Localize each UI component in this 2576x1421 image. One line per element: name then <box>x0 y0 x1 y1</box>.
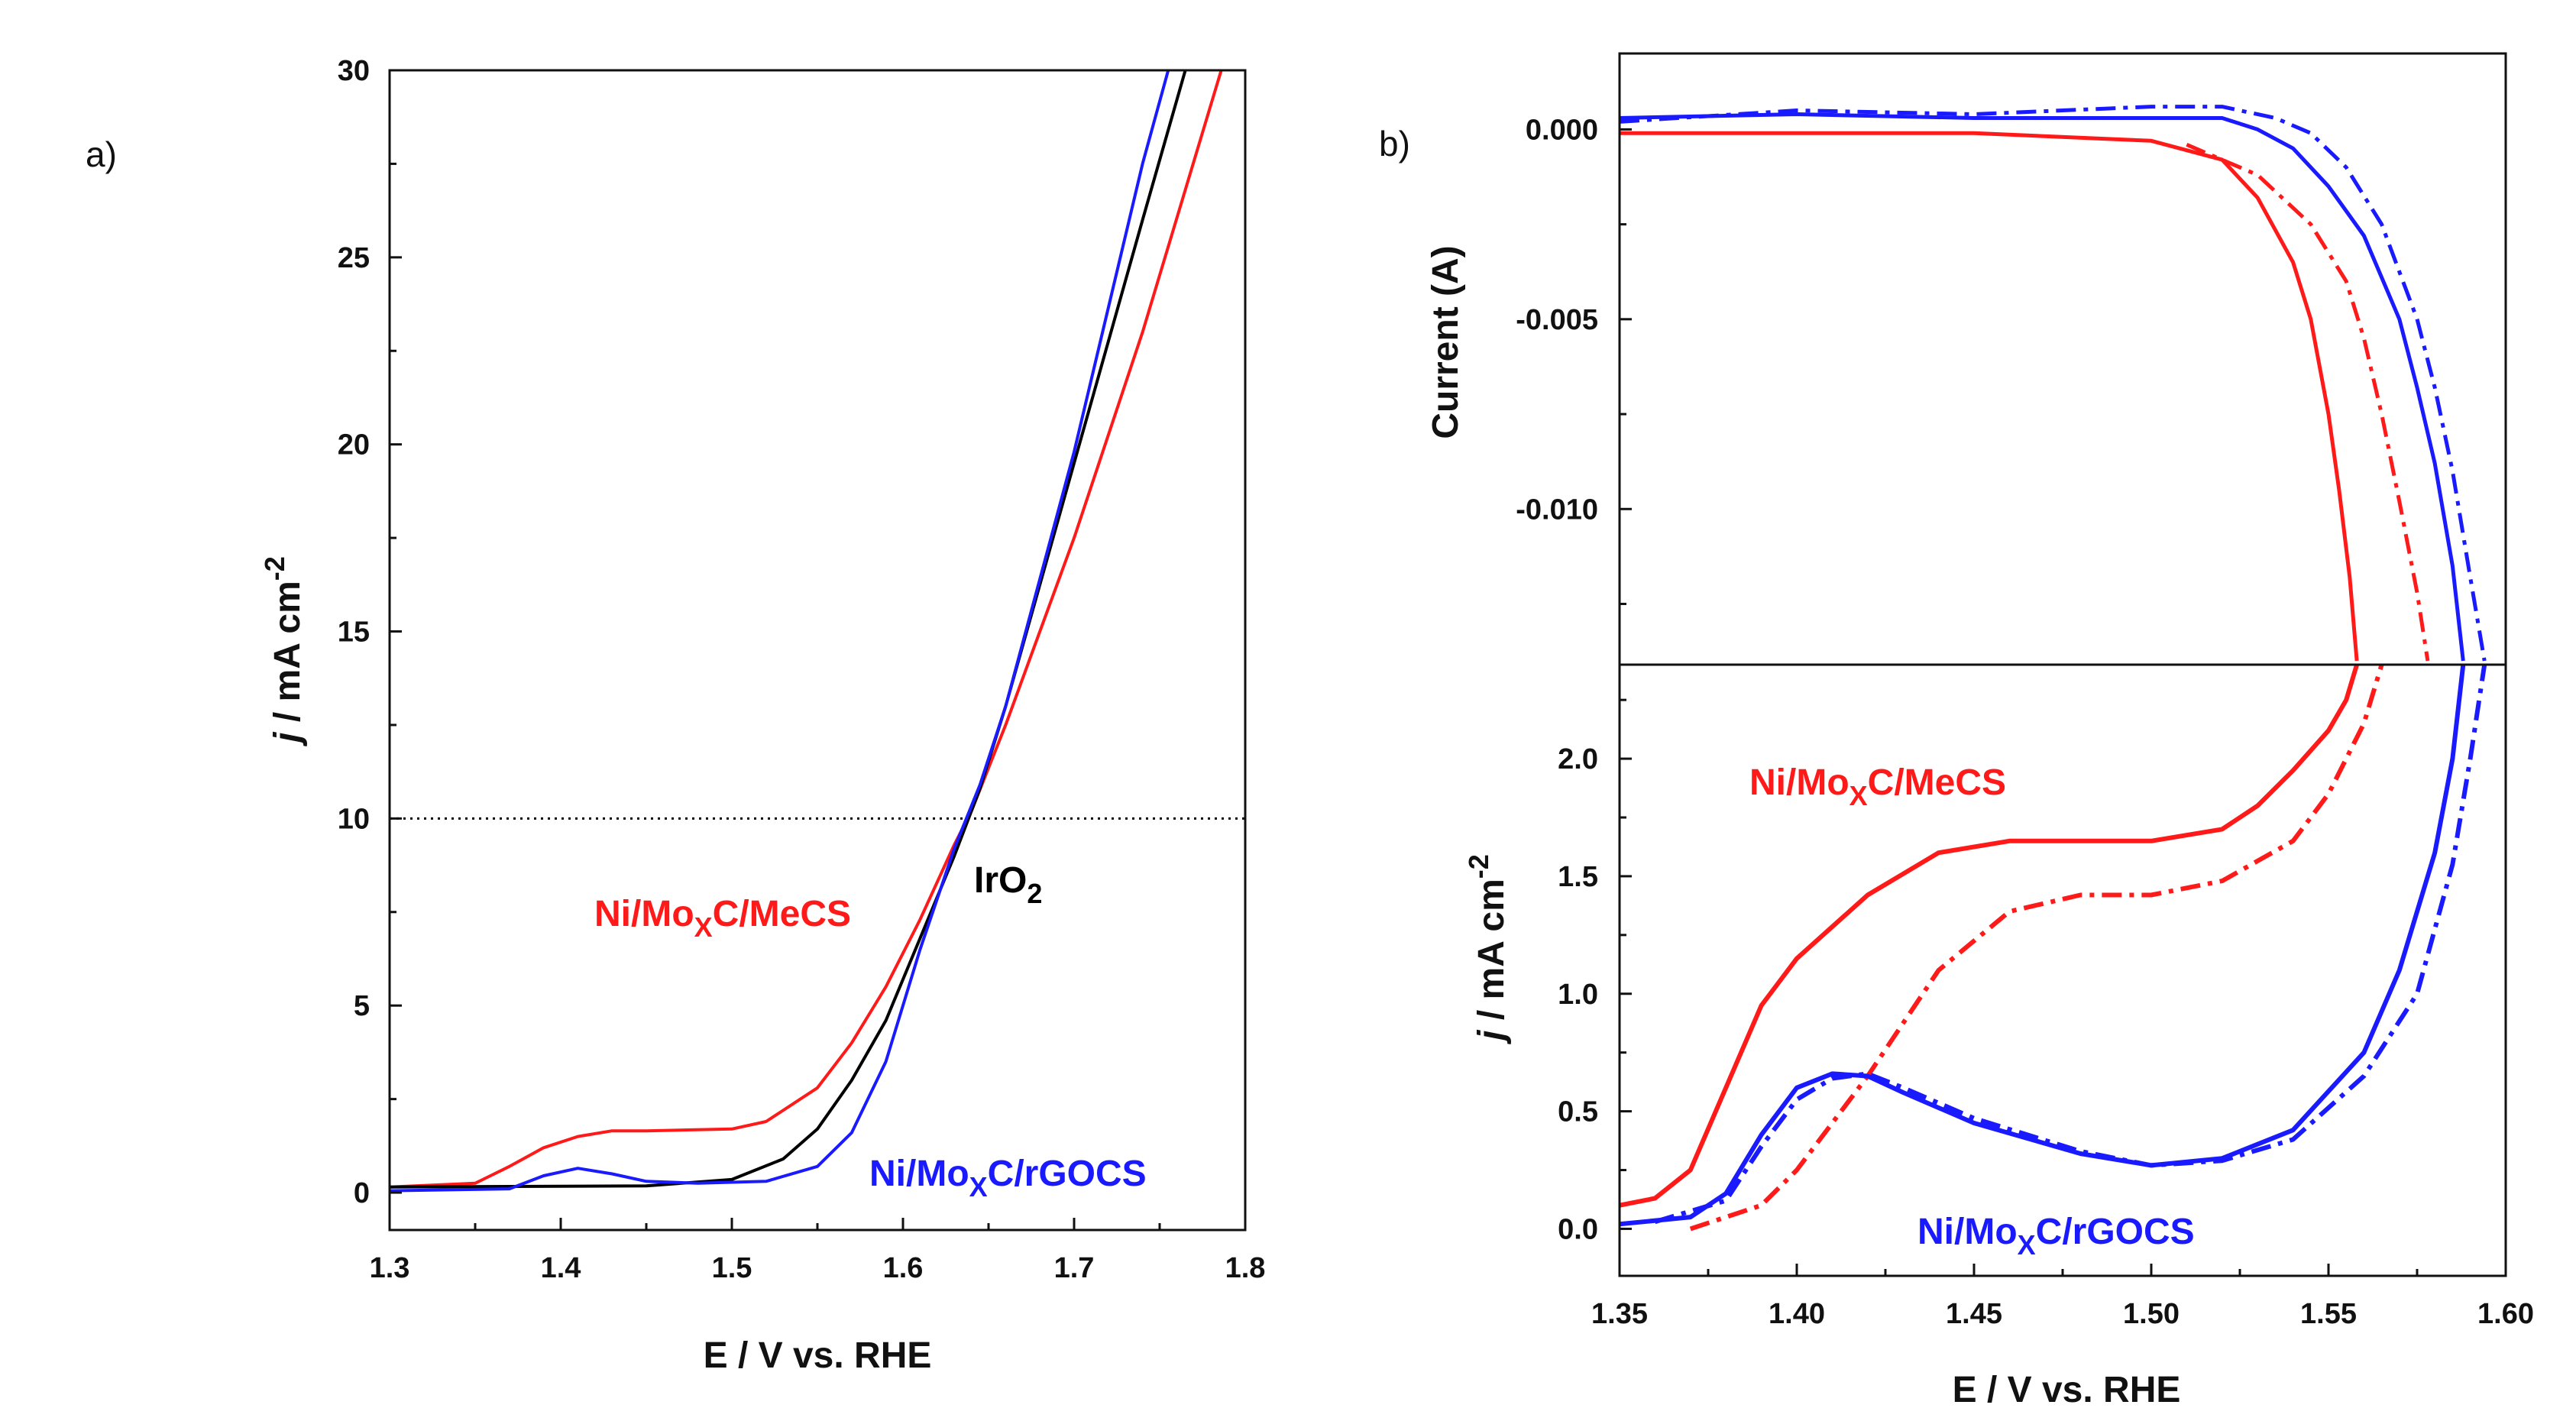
panel-b-top-frame <box>1618 52 2507 666</box>
label-b-rgocs-suffix: C/rGOCS <box>2036 1212 2195 1252</box>
series-line-b-bottom-2 <box>1620 665 2466 1227</box>
y-tick-label-b-bottom: 2.0 <box>1558 743 1598 775</box>
label-a-mecs: Ni/MoXC/MeCS <box>594 894 851 943</box>
y-tick-label-b-top: 0.000 <box>1526 114 1598 146</box>
x-tick-label-a: 1.7 <box>1054 1252 1095 1284</box>
y-tick-label-b-bottom: 0.0 <box>1558 1213 1598 1245</box>
x-tick-label-a: 1.4 <box>541 1252 581 1284</box>
y-tick-label-b-bottom: 1.5 <box>1558 861 1598 893</box>
y-tick-label-a: 0 <box>354 1177 370 1209</box>
panel-b-bottom-y-ticks: 0.0 0.5 1.0 1.5 2.0 <box>1558 698 1632 1245</box>
panel-b-x-ticks: 1.35 1.40 1.45 1.50 1.55 1.60 <box>1591 1264 2534 1330</box>
x-tick-label-b: 1.60 <box>2477 1298 2534 1330</box>
x-tick-label-b: 1.50 <box>2123 1298 2180 1330</box>
label-b-mecs-suffix: C/MeCS <box>1868 762 2006 803</box>
label-iro2-sub: 2 <box>1027 878 1042 909</box>
panel-b-top-y-ticks: 0.000 -0.005 -0.010 <box>1516 114 1632 605</box>
series-line-a-0 <box>390 70 1223 1189</box>
y-tick-label-b-bottom: 1.0 <box>1558 979 1598 1011</box>
panel-b: b) 0.000 -0.005 -0.010 0.0 0.5 1.0 1.5 2.0 1.3… <box>1379 52 2534 1410</box>
series-line-a-1 <box>390 70 1187 1189</box>
panel-a-x-axis-title: E / V vs. RHE <box>704 1335 932 1376</box>
y-axis-title-main: / mA cm <box>267 581 308 732</box>
x-tick-label-b: 1.35 <box>1591 1298 1648 1330</box>
panel-a-series <box>390 70 1223 1193</box>
label-b-rgocs-text: Ni/Mo <box>1917 1212 2018 1252</box>
panel-b-bottom-series <box>1620 665 2487 1232</box>
x-tick-label-a: 1.5 <box>712 1252 752 1284</box>
label-a-rgocs: Ni/MoXC/rGOCS <box>869 1154 1147 1203</box>
panel-a-plot-area <box>390 70 1245 1193</box>
y-tick-label-a: 20 <box>338 429 370 461</box>
b-y-axis-title-main: / mA cm <box>1471 879 1512 1030</box>
y-tick-label-b-top: -0.010 <box>1516 494 1598 526</box>
panel-b-top-series <box>1620 105 2487 662</box>
y-axis-title-italic: j <box>267 731 308 747</box>
panel-b-bottom-y-axis-title: j / mA cm-2 <box>1463 854 1512 1045</box>
x-tick-label-b: 1.40 <box>1769 1298 1825 1330</box>
y-axis-title-sup: -2 <box>259 556 290 581</box>
label-b-rgocs-sub: X <box>2018 1229 2036 1261</box>
label-a-mecs-sub: X <box>694 911 713 943</box>
label-iro2-text: IrO <box>974 860 1027 901</box>
series-line-b-top-2 <box>1620 112 2465 662</box>
y-tick-label-b-top: -0.005 <box>1516 304 1598 336</box>
panel-a: a) 1.3 1.4 1.5 1.6 1.7 1.8 0 5 10 15 20 25 30 E / V… <box>86 55 1265 1376</box>
y-tick-label-a: 15 <box>338 617 370 649</box>
panel-b-label: b) <box>1379 124 1410 163</box>
label-b-rgocs: Ni/MoXC/rGOCS <box>1917 1212 2195 1261</box>
label-a-rgocs-sub: X <box>969 1171 988 1203</box>
series-line-b-bottom-1 <box>1689 665 2384 1232</box>
label-a-mecs-suffix: C/MeCS <box>713 894 851 934</box>
label-b-mecs: Ni/MoXC/MeCS <box>1749 762 2006 811</box>
series-line-a-2 <box>390 70 1170 1193</box>
panel-a-frame <box>388 69 1247 1232</box>
panel-a-y-axis-title: j / mA cm-2 <box>259 556 308 747</box>
series-line-b-bottom-0 <box>1620 665 2359 1208</box>
x-tick-label-a: 1.8 <box>1225 1252 1266 1284</box>
series-line-b-bottom-3 <box>1654 665 2487 1225</box>
panel-a-x-ticks: 1.3 1.4 1.5 1.6 1.7 1.8 <box>370 1218 1266 1284</box>
label-a-rgocs-text: Ni/Mo <box>869 1154 969 1194</box>
panel-a-y-ticks: 0 5 10 15 20 25 30 <box>338 55 402 1209</box>
y-tick-label-b-bottom: 0.5 <box>1558 1096 1598 1128</box>
x-tick-label-b: 1.55 <box>2300 1298 2357 1330</box>
y-tick-label-a: 30 <box>338 55 370 87</box>
b-y-axis-title-sup: -2 <box>1463 854 1494 879</box>
panel-a-label: a) <box>86 134 117 174</box>
label-iro2: IrO2 <box>974 860 1042 909</box>
series-line-b-top-3 <box>1620 105 2487 662</box>
label-a-mecs-text: Ni/Mo <box>594 894 694 934</box>
b-y-axis-title-italic: j <box>1471 1029 1512 1045</box>
label-b-mecs-sub: X <box>1849 780 1868 811</box>
series-line-b-top-0 <box>1620 131 2359 662</box>
panel-b-top-y-axis-title: Current (A) <box>1426 245 1466 439</box>
label-b-mecs-text: Ni/Mo <box>1749 762 1849 803</box>
x-tick-label-a: 1.6 <box>883 1252 924 1284</box>
series-line-b-top-1 <box>2186 143 2430 662</box>
panel-b-bottom-frame <box>1618 663 2507 1277</box>
y-tick-label-a: 10 <box>338 803 370 835</box>
x-tick-label-a: 1.3 <box>370 1252 410 1284</box>
label-a-rgocs-suffix: C/rGOCS <box>988 1154 1147 1194</box>
panel-b-x-axis-title: E / V vs. RHE <box>1953 1370 2181 1410</box>
y-tick-label-a: 5 <box>354 990 370 1022</box>
y-tick-label-a: 25 <box>338 242 370 274</box>
x-tick-label-b: 1.45 <box>1946 1298 2002 1330</box>
